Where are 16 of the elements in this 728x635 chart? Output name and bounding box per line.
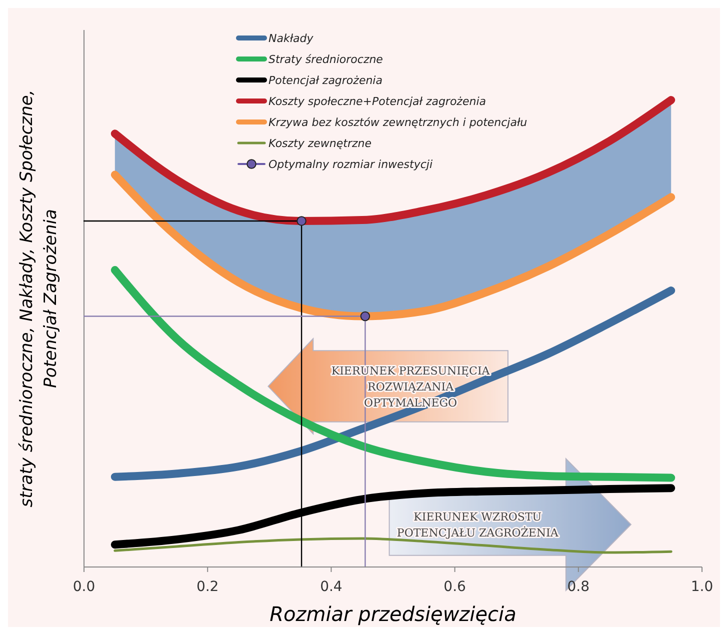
legend-label: Koszty społeczne+Potencjał zagrożenia (268, 95, 486, 108)
legend-label: Straty średnioroczne (268, 53, 384, 66)
x-tick-label: 0.8 (567, 579, 590, 595)
legend-label: Optymalny rozmiar inwestycji (268, 158, 433, 171)
x-tick-label: 0.6 (444, 579, 466, 595)
annotation: KIERUNEK WZROSTU POTENCJAŁU ZAGROŻENIA (396, 510, 560, 540)
legend-label: Koszty zewnętrzne (268, 137, 372, 150)
x-tick-label: 0.0 (72, 579, 96, 595)
x-tick-label: 0.4 (320, 579, 342, 595)
legend-label: Nakłady (268, 32, 314, 45)
y-axis-title: straty średnioroczne, Nakłady, Koszty Społeczne, Potencjał Zagrożenia (17, 90, 61, 508)
x-axis-title: Rozmiar przedsięwzięcia (270, 602, 516, 626)
legend-label: Krzywa bez kosztów zewnętrznych i potencjału (268, 116, 528, 129)
legend-label: Potencjał zagrożenia (268, 74, 383, 87)
x-tick-label: 1.0 (690, 579, 714, 595)
x-tick-label: 0.2 (196, 579, 219, 595)
